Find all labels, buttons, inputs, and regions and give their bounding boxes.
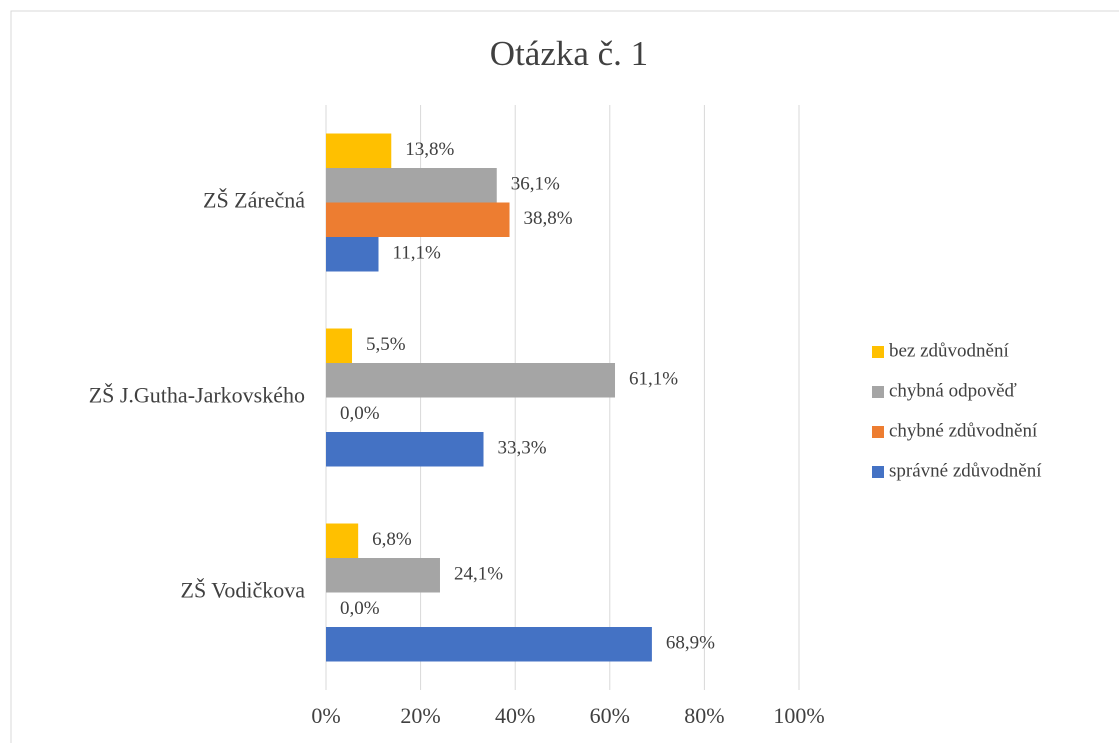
x-tick-label: 60% bbox=[590, 703, 630, 728]
bar bbox=[326, 168, 497, 203]
value-label: 5,5% bbox=[366, 334, 406, 355]
value-label: 0,0% bbox=[340, 598, 380, 619]
bar bbox=[326, 237, 379, 272]
legend-label: chybné zdůvodnění bbox=[889, 420, 1038, 441]
y-tick-label: ZŠ J.Gutha-Jarkovského bbox=[89, 383, 305, 408]
legend-swatch bbox=[872, 466, 884, 478]
legend-label: správné zdůvodnění bbox=[889, 460, 1042, 481]
x-tick-label: 0% bbox=[311, 703, 340, 728]
legend-swatch bbox=[872, 426, 884, 438]
legend-label: bez zdůvodnění bbox=[889, 340, 1009, 361]
value-label: 36,1% bbox=[511, 174, 560, 195]
bar bbox=[326, 523, 359, 558]
legend-swatch bbox=[872, 346, 884, 358]
value-label: 13,8% bbox=[405, 139, 454, 160]
legend-swatch bbox=[872, 386, 884, 398]
x-tick-label: 80% bbox=[684, 703, 724, 728]
bar bbox=[326, 627, 652, 662]
bar bbox=[326, 202, 510, 237]
value-label: 33,3% bbox=[498, 438, 547, 459]
bar bbox=[326, 363, 616, 398]
value-label: 61,1% bbox=[629, 369, 678, 390]
y-tick-label: ZŠ Zárečná bbox=[203, 188, 305, 213]
bar bbox=[326, 432, 484, 467]
x-tick-label: 20% bbox=[400, 703, 440, 728]
value-label: 6,8% bbox=[372, 529, 412, 550]
chart-title: Otázka č. 1 bbox=[490, 34, 648, 73]
x-tick-label: 40% bbox=[495, 703, 535, 728]
legend-label: chybná odpověď bbox=[889, 380, 1017, 401]
bar bbox=[326, 558, 440, 593]
value-label: 24,1% bbox=[454, 564, 503, 585]
bar bbox=[326, 328, 353, 363]
value-label: 68,9% bbox=[666, 633, 715, 654]
x-tick-label: 100% bbox=[773, 703, 824, 728]
value-label: 11,1% bbox=[393, 243, 442, 264]
value-label: 38,8% bbox=[524, 208, 573, 229]
y-tick-label: ZŠ Vodičkova bbox=[181, 578, 306, 603]
bar bbox=[326, 133, 392, 168]
value-label: 0,0% bbox=[340, 403, 380, 424]
